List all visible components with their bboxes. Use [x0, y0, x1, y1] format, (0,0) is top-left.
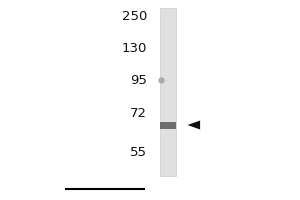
- Polygon shape: [188, 120, 200, 130]
- Text: 250: 250: [122, 9, 147, 22]
- Text: 72: 72: [130, 107, 147, 120]
- Text: 95: 95: [130, 73, 147, 86]
- Bar: [160, 122, 176, 129]
- Text: 55: 55: [130, 146, 147, 158]
- Text: 130: 130: [122, 42, 147, 54]
- Bar: [160, 8, 176, 176]
